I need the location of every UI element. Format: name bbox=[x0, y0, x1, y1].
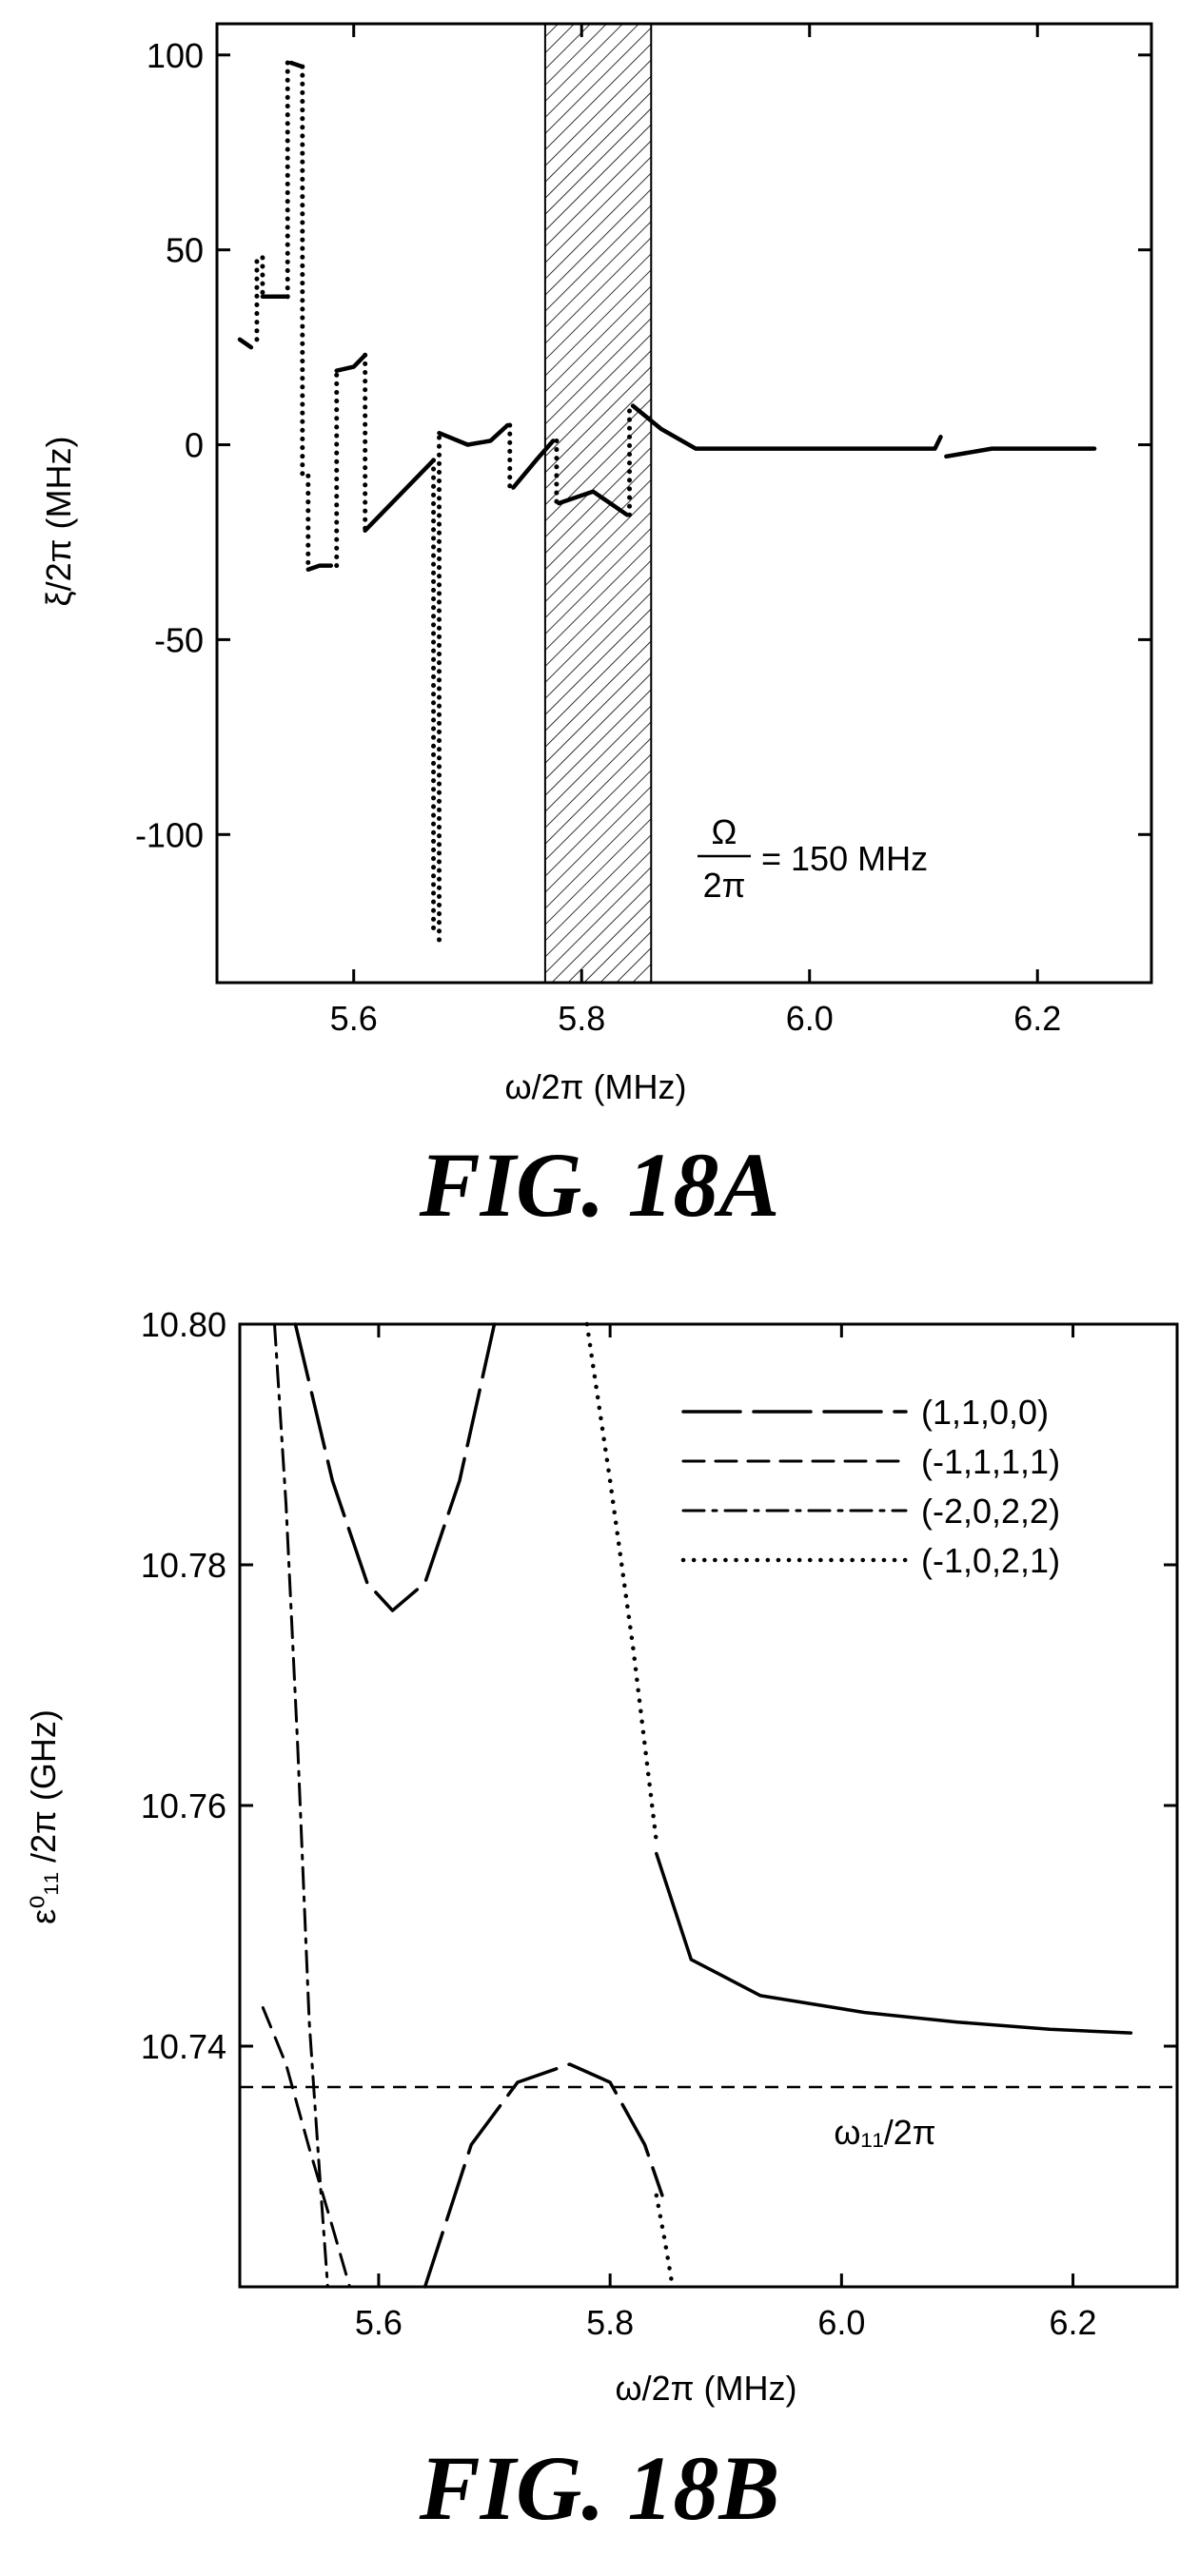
omega11-label: ω₁₁/2π bbox=[834, 2113, 935, 2152]
y-tick-label: 100 bbox=[147, 36, 204, 75]
y-tick-label: 10.76 bbox=[141, 1786, 226, 1825]
series-line bbox=[630, 403, 943, 451]
x-tick-label: 5.6 bbox=[355, 2303, 403, 2342]
figure-caption-b: FIG. 18B bbox=[419, 2437, 780, 2539]
x-tick-label: 6.2 bbox=[1050, 2303, 1097, 2342]
series-line bbox=[437, 422, 510, 447]
series-line bbox=[423, 2062, 664, 2289]
series-line bbox=[334, 353, 367, 373]
series-line bbox=[557, 489, 630, 517]
series-line bbox=[293, 1322, 497, 1612]
x-tick-label: 6.2 bbox=[1013, 999, 1061, 1038]
y-tick-label: 10.74 bbox=[141, 2027, 226, 2066]
omega-annotation: Ω 2π = 150 MHz bbox=[698, 812, 928, 905]
y-tick-label: -50 bbox=[154, 620, 204, 659]
x-tick-label: 6.0 bbox=[817, 2303, 865, 2342]
y-tick-label: 50 bbox=[166, 231, 204, 270]
series-line bbox=[944, 446, 1097, 459]
y-axis-label: ε⁰₁₁ /2π (GHz) bbox=[24, 1709, 63, 1924]
series-layer bbox=[237, 60, 1097, 572]
legend-label: (1,1,0,0) bbox=[921, 1393, 1049, 1432]
series-layer bbox=[261, 1321, 1133, 2290]
series-line bbox=[584, 1321, 659, 1844]
y-tick-label: 10.80 bbox=[141, 1305, 226, 1344]
legend-label: (-1,1,1,1) bbox=[921, 1442, 1060, 1481]
y-tick-label: 10.78 bbox=[141, 1546, 226, 1585]
series-line bbox=[261, 2006, 351, 2289]
legend-label: (-2,0,2,2) bbox=[921, 1492, 1060, 1531]
y-ticks: 10.80 10.78 10.76 10.74 bbox=[141, 1305, 1177, 2066]
x-axis-label: ω/2π (MHz) bbox=[505, 1067, 687, 1106]
jump-layer bbox=[254, 60, 633, 943]
x-axis-label: ω/2π (MHz) bbox=[616, 2369, 797, 2408]
series-line bbox=[655, 1851, 1133, 2035]
chart-b: 5.6 5.8 6.0 6.2 10.80 10.78 10.76 10.74 ω/2π (… bbox=[24, 1305, 1179, 2408]
legend-label: (-1,0,2,1) bbox=[921, 1541, 1060, 1580]
annotation-numerator: Ω bbox=[712, 812, 737, 851]
plot-frame bbox=[215, 22, 1153, 985]
x-ticks: 5.6 5.8 6.0 6.2 bbox=[355, 1324, 1097, 2342]
legend: (1,1,0,0) (-1,1,1,1) (-2,0,2,2) (-1,0,2,1) bbox=[680, 1393, 1060, 1580]
y-ticks: 100 50 0 -50 -100 bbox=[135, 36, 1151, 854]
x-ticks: 5.6 5.8 6.0 6.2 bbox=[330, 24, 1061, 1038]
chart-a: 5.6 5.8 6.0 6.2 100 50 0 -50 -100 ω/2π (MHz) ξ/… bbox=[39, 22, 1153, 1106]
y-tick-label: 0 bbox=[185, 426, 204, 465]
annotation-value: = 150 MHz bbox=[761, 839, 928, 878]
series-line bbox=[363, 458, 436, 533]
x-tick-label: 5.6 bbox=[330, 999, 378, 1038]
annotation-denominator: 2π bbox=[703, 866, 746, 905]
series-line bbox=[237, 337, 254, 350]
series-line bbox=[305, 563, 334, 572]
x-tick-label: 5.8 bbox=[558, 999, 605, 1038]
series-line bbox=[654, 2193, 676, 2290]
x-tick-label: 5.8 bbox=[586, 2303, 634, 2342]
series-line bbox=[511, 439, 556, 490]
figure-caption-a: FIG. 18A bbox=[419, 1134, 780, 1236]
y-tick-label: -100 bbox=[135, 815, 204, 854]
series-line bbox=[273, 1322, 329, 2289]
x-tick-label: 6.0 bbox=[786, 999, 834, 1038]
y-axis-label: ξ/2π (MHz) bbox=[39, 437, 78, 607]
